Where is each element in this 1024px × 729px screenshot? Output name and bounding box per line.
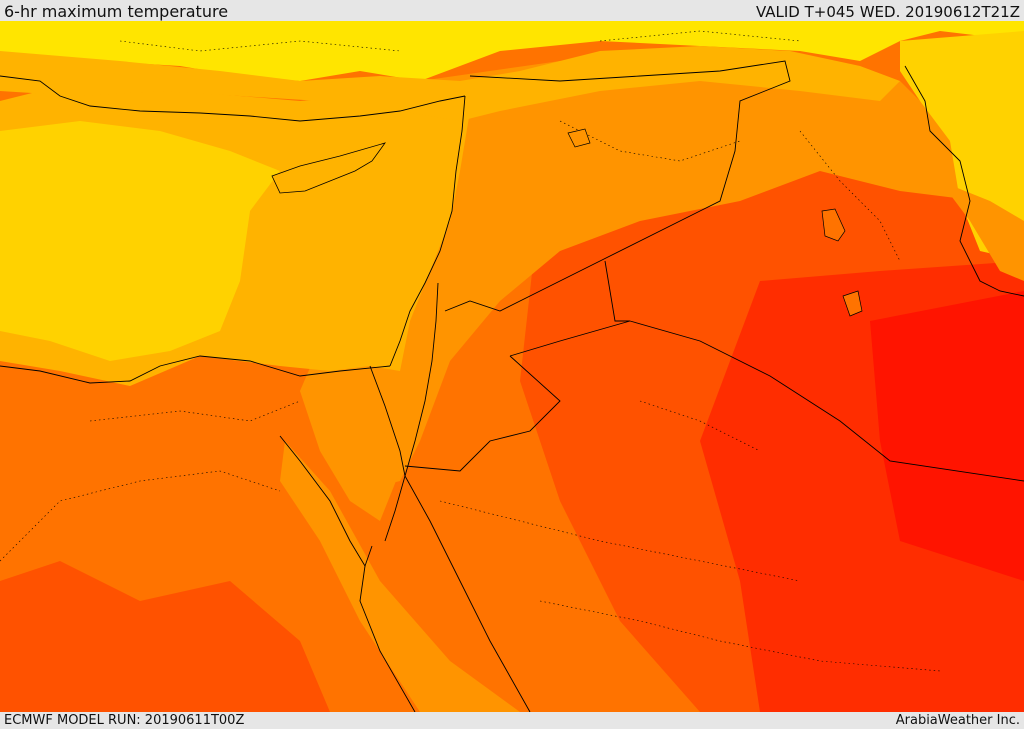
border-egypt-israel	[369, 365, 406, 477]
credit-label: ArabiaWeather Inc.	[895, 713, 1020, 728]
province-line	[799, 130, 901, 262]
coastline-turkey	[0, 75, 466, 122]
temperature-map	[0, 21, 1024, 712]
province-line	[89, 400, 301, 422]
field-yellow-sea	[0, 121, 280, 361]
field-hottest	[870, 291, 1024, 581]
border-jordan-saudi	[404, 355, 561, 472]
border-syria-iraq	[444, 60, 791, 312]
footer-bar: ECMWF MODEL RUN: 20190611T00Z ArabiaWeat…	[0, 712, 1024, 729]
field-orange-zagros	[940, 181, 1024, 281]
province-lines	[0, 30, 941, 672]
map-title: 6-hr maximum temperature	[4, 2, 229, 21]
province-line	[539, 600, 941, 672]
gulf-of-suez	[279, 435, 373, 568]
border-iraq-saudi	[629, 320, 1024, 482]
model-run-label: ECMWF MODEL RUN: 20190611T00Z	[4, 713, 245, 728]
red-sea	[280, 441, 520, 712]
border-iran-iraq	[904, 65, 1024, 297]
coastline-red-sea-east	[404, 475, 531, 712]
field-orange-levant	[300, 61, 980, 491]
gulf-of-aqaba	[384, 475, 406, 542]
header-bar: 6-hr maximum temperature VALID T+045 WED…	[0, 0, 1024, 21]
coastline-levant	[389, 95, 466, 367]
borders	[0, 60, 1024, 712]
province-line	[119, 40, 401, 52]
province-line	[439, 500, 801, 582]
lake	[842, 290, 863, 317]
coastline-egypt	[0, 355, 391, 384]
province-line	[0, 470, 281, 562]
field-amber-turkey	[0, 46, 900, 121]
province-line	[599, 30, 801, 42]
field-yellow-north	[0, 21, 1024, 81]
valid-time: VALID T+045 WED. 20190612T21Z	[755, 3, 1020, 21]
lake	[821, 208, 846, 242]
lake	[567, 128, 591, 148]
coastline-red-sea-west	[359, 565, 416, 712]
border-jordan-valley	[404, 282, 439, 477]
field-red-southwest	[0, 561, 330, 712]
province-line	[639, 400, 761, 452]
field-sinai	[300, 386, 400, 521]
cyprus-island	[271, 142, 387, 194]
